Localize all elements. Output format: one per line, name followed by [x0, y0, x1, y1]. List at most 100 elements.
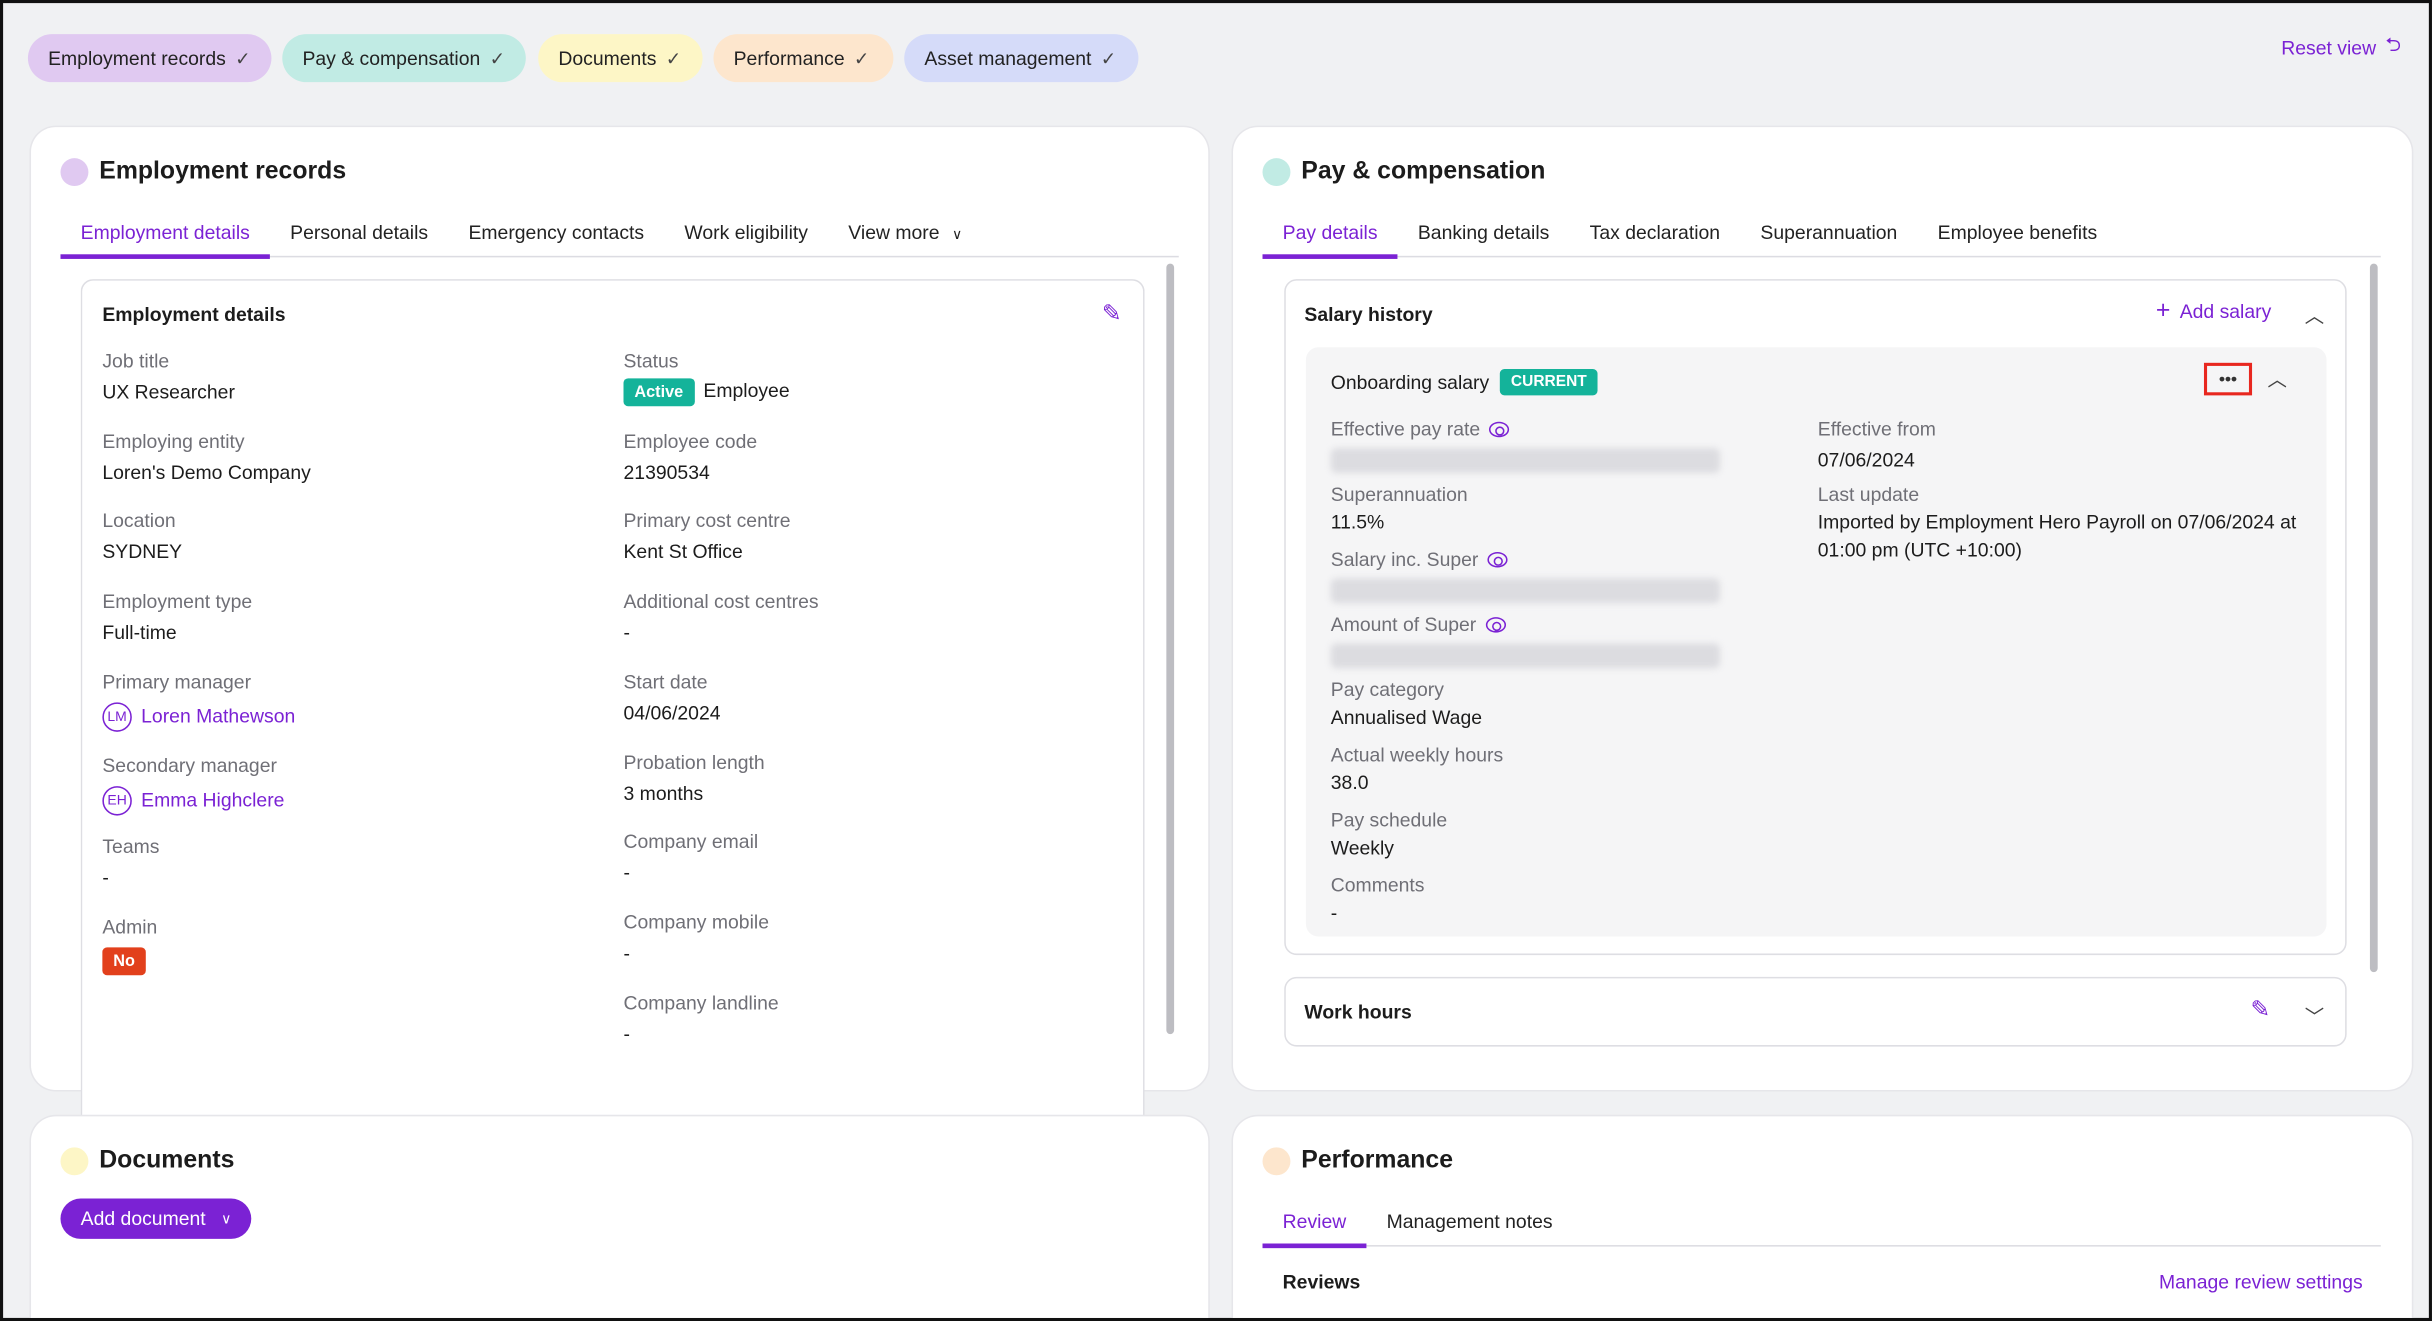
tab-1[interactable]: Management notes — [1366, 1211, 1572, 1245]
section-dot-icon — [60, 158, 89, 187]
reset-view-label: Reset view — [2281, 36, 2377, 59]
add-document-button[interactable]: Add document ∨ — [60, 1198, 252, 1239]
tab-label: Personal details — [290, 221, 429, 244]
chevron-down-icon[interactable]: ﹀ — [2304, 1006, 2325, 1028]
manage-review-settings-link[interactable]: Manage review settings — [2158, 1271, 2363, 1294]
filter-chip-asset-management[interactable]: Asset management ✓ — [904, 34, 1139, 83]
manager-link[interactable]: EH Emma Highclere — [102, 785, 285, 815]
tab-label: Pay details — [1282, 221, 1378, 244]
last-update-field: Last update Imported by Employment Hero P… — [1818, 484, 2307, 565]
field-value: - — [623, 621, 630, 644]
tab-1[interactable]: Banking details — [1398, 222, 1570, 256]
section-dot-icon — [1262, 158, 1291, 187]
field-value: Imported by Employment Hero Payroll on 0… — [1817, 511, 2297, 562]
edit-pencil-icon[interactable]: ✎ — [2250, 996, 2271, 1024]
field-label: Status — [623, 350, 679, 373]
field-probation-length: Probation length 3 months — [624, 751, 765, 804]
effective-from-field: Effective from 07/06/2024 — [1818, 419, 1936, 472]
pay-compensation-card: Pay & compensation Pay details Banking de… — [1233, 127, 2412, 1091]
hidden-value — [1330, 448, 1721, 473]
manager-name: Emma Highclere — [141, 789, 285, 811]
field-label-text: Actual weekly hours — [1330, 744, 1504, 766]
field-employment-type: Employment type Full-time — [102, 591, 252, 644]
field-value: UX Researcher — [102, 381, 235, 404]
salary-name: Onboarding salary — [1330, 371, 1490, 394]
field-label: Last update — [1817, 483, 1920, 506]
field-label: Admin — [102, 916, 158, 938]
chevron-up-icon[interactable]: ︿ — [2304, 305, 2325, 328]
field-value: SYDNEY — [102, 541, 183, 564]
add-salary-button[interactable]: + Add salary — [2155, 297, 2272, 325]
card-title: Pay & compensation — [1262, 158, 1545, 187]
add-salary-label: Add salary — [2179, 300, 2272, 323]
tab-label: Management notes — [1386, 1210, 1553, 1233]
field-location: Location SYDNEY — [102, 511, 182, 564]
manager-link[interactable]: LM Loren Mathewson — [102, 702, 295, 732]
work-hours-box[interactable]: Work hours ✎ ﹀ — [1284, 976, 2347, 1047]
tab-4[interactable]: Employee benefits — [1917, 222, 2117, 256]
work-hours-title: Work hours — [1304, 1001, 1412, 1024]
filter-chip-documents[interactable]: Documents ✓ — [538, 34, 703, 83]
field-company-landline: Company landline - — [624, 992, 779, 1045]
field-amount-of-super: Amount of Super — [1330, 613, 1721, 669]
scrollbar[interactable] — [1166, 263, 1175, 1035]
tab-label: Superannuation — [1760, 221, 1898, 244]
undo-icon: ⮌ — [2385, 34, 2401, 56]
field-value: 38.0 — [1330, 772, 1369, 794]
field-teams: Teams - — [102, 836, 159, 889]
tab-0[interactable]: Review — [1262, 1210, 1367, 1249]
reset-view-button[interactable]: Reset view ⮌ — [2281, 31, 2401, 64]
field-label: Primary manager — [102, 671, 252, 693]
field-label-text: Comments — [1330, 874, 1425, 897]
field-effective-pay-rate: Effective pay rate — [1330, 418, 1721, 473]
filter-chip-performance[interactable]: Performance ✓ — [713, 34, 894, 83]
field-label: Superannuation — [1331, 484, 1468, 506]
tab-0[interactable]: Pay details — [1262, 221, 1398, 259]
tab-1[interactable]: Personal details — [270, 222, 448, 256]
chip-label: Asset management — [924, 47, 1092, 69]
field-company-email: Company email - — [624, 831, 759, 884]
field-value: Active Employee — [623, 378, 790, 407]
tab-label: Tax declaration — [1589, 221, 1721, 244]
field-value: - — [623, 862, 630, 885]
tab-2[interactable]: Tax declaration — [1570, 222, 1741, 256]
field-primary-cost-centre: Primary cost centre Kent St Office — [624, 511, 791, 564]
field-label-text: Effective pay rate — [1330, 418, 1481, 441]
field-label: Probation length — [623, 751, 765, 773]
eye-icon[interactable] — [1485, 617, 1506, 633]
field-label: Effective from — [1817, 418, 1936, 441]
plus-icon: + — [2155, 297, 2171, 325]
filter-chip-pay-compensation[interactable]: Pay & compensation ✓ — [282, 34, 526, 83]
field-label: Teams — [102, 836, 160, 858]
status-value: Employee — [703, 379, 790, 402]
field-value: - — [102, 867, 109, 889]
tab-2[interactable]: Emergency contacts — [448, 222, 664, 256]
employment-details-box: Employment details ✎ Job title UX Researc… — [80, 279, 1145, 1117]
tab-3[interactable]: Superannuation — [1740, 222, 1917, 256]
field-value: - — [623, 942, 630, 965]
documents-title: Documents — [99, 1147, 235, 1174]
chevron-up-icon[interactable]: ︿ — [2267, 369, 2287, 391]
field-value: Full-time — [102, 621, 177, 644]
tab-label: Review — [1282, 1210, 1347, 1233]
field-label-text: Amount of Super — [1330, 613, 1477, 636]
field-employee-code: Employee code 21390534 — [624, 431, 758, 484]
tab-4[interactable]: View more ∨ — [828, 222, 982, 256]
scrollbar[interactable] — [2369, 263, 2378, 973]
eye-icon[interactable] — [1489, 421, 1510, 438]
field-value: 3 months — [623, 782, 704, 804]
field-company-mobile: Company mobile - — [624, 912, 769, 965]
filter-chip-employment-records[interactable]: Employment records ✓ — [27, 34, 272, 83]
field-admin: Admin No — [102, 916, 158, 976]
salary-history-box: Salary history + Add salary ︿ Onboarding … — [1284, 279, 2347, 956]
more-options-button[interactable]: ••• — [2203, 362, 2253, 396]
edit-pencil-icon[interactable]: ✎ — [1101, 300, 1122, 328]
card-title: Documents — [60, 1147, 235, 1176]
tab-3[interactable]: Work eligibility — [664, 222, 828, 256]
field-value: Annualised Wage — [1330, 707, 1483, 729]
check-icon: ✓ — [1100, 47, 1117, 69]
tab-0[interactable]: Employment details — [60, 222, 271, 259]
hidden-value — [1330, 643, 1721, 669]
eye-icon[interactable] — [1487, 551, 1508, 568]
field-label-text: Pay category — [1330, 679, 1444, 701]
